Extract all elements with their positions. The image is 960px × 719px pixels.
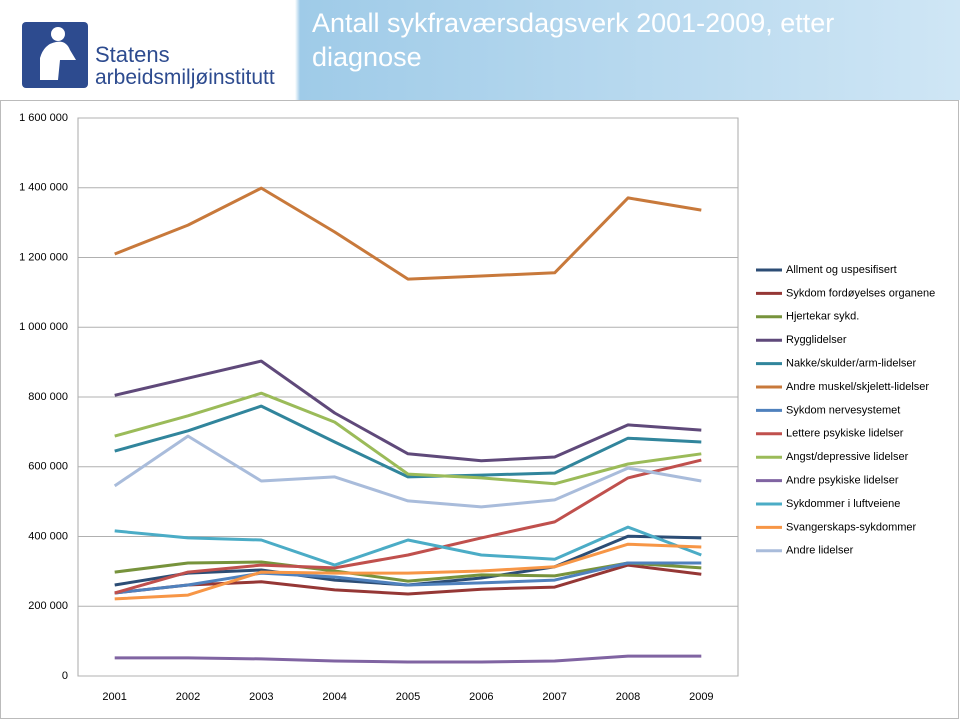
header: Statens arbeidsmiljøinstitutt Antall syk… bbox=[0, 0, 960, 100]
series-line bbox=[114, 404, 702, 479]
chart-frame bbox=[0, 100, 959, 719]
legend-label: Andre lidelser bbox=[786, 545, 854, 557]
series-line bbox=[114, 561, 702, 595]
x-tick-label: 2004 bbox=[322, 691, 346, 703]
legend-label: Sykdommer i luftveiene bbox=[786, 498, 900, 510]
chart: 0 200 000 400 000 600 000 800 000 1 000 000 1 … bbox=[0, 100, 959, 719]
legend-label: Sykdom fordøyelses organene bbox=[786, 287, 935, 299]
series-line bbox=[114, 458, 702, 595]
x-tick-label: 2005 bbox=[396, 691, 420, 703]
legend-label: Svangerskaps-sykdommer bbox=[786, 521, 917, 533]
series-line bbox=[114, 654, 702, 664]
legend-label: Lettere psykiske lidelser bbox=[786, 428, 904, 440]
legend-label: Hjertekar sykd. bbox=[786, 311, 859, 323]
y-tick-label: 600 000 bbox=[28, 461, 68, 473]
logo-line2: arbeidsmiljøinstitutt bbox=[95, 66, 275, 89]
series-line bbox=[114, 186, 702, 281]
y-tick-label: 1 400 000 bbox=[19, 182, 68, 194]
y-tick-label: 200 000 bbox=[28, 600, 68, 612]
y-tick-label: 1 600 000 bbox=[19, 112, 68, 124]
y-tick-label: 0 bbox=[62, 670, 68, 682]
x-tick-label: 2008 bbox=[616, 691, 640, 703]
series-line bbox=[114, 563, 702, 596]
series-line bbox=[114, 391, 702, 486]
legend-label: Nakke/skulder/arm-lidelser bbox=[786, 358, 917, 370]
legend-label: Rygglidelser bbox=[786, 334, 847, 346]
legend-label: Andre psykiske lidelser bbox=[786, 475, 899, 487]
x-tick-label: 2002 bbox=[176, 691, 200, 703]
y-tick-label: 800 000 bbox=[28, 391, 68, 403]
legend-label: Sykdom nervesystemet bbox=[786, 404, 900, 416]
y-tick-label: 1 200 000 bbox=[19, 251, 68, 263]
logo: Statens arbeidsmiljøinstitutt bbox=[22, 22, 275, 89]
x-tick-label: 2009 bbox=[689, 691, 713, 703]
legend-label: Allment og uspesifisert bbox=[786, 264, 897, 276]
x-tick-label: 2001 bbox=[102, 691, 126, 703]
x-tick-label: 2003 bbox=[249, 691, 273, 703]
series-line bbox=[114, 525, 702, 567]
x-tick-label: 2007 bbox=[542, 691, 566, 703]
legend-label: Angst/depressive lidelser bbox=[786, 451, 909, 463]
y-tick-label: 400 000 bbox=[28, 530, 68, 542]
series-line bbox=[113, 434, 702, 509]
legend-label: Andre muskel/skjelett-lidelser bbox=[786, 381, 929, 393]
logo-figure bbox=[40, 41, 76, 80]
x-tick-label: 2006 bbox=[469, 691, 493, 703]
series-line bbox=[114, 359, 702, 463]
chart-title: Antall sykfraværsdagsverk 2001-2009, ett… bbox=[312, 8, 835, 72]
y-tick-label: 1 000 000 bbox=[19, 321, 68, 333]
logo-line1: Statens bbox=[95, 42, 170, 67]
logo-head bbox=[51, 27, 65, 41]
series-line bbox=[114, 542, 702, 601]
